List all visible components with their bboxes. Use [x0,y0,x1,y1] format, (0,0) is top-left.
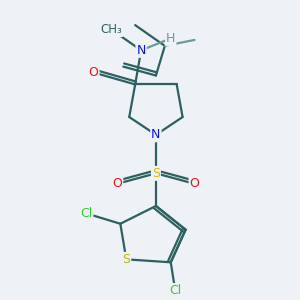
Text: Cl: Cl [80,207,92,220]
Text: O: O [112,177,122,190]
Text: S: S [152,167,160,180]
Text: CH₃: CH₃ [100,23,122,36]
Text: O: O [190,177,200,190]
Text: H: H [166,32,176,45]
Text: O: O [89,66,99,79]
Text: N: N [136,44,146,57]
Text: N: N [151,128,160,141]
Text: Cl: Cl [169,284,181,297]
Text: S: S [122,253,130,266]
